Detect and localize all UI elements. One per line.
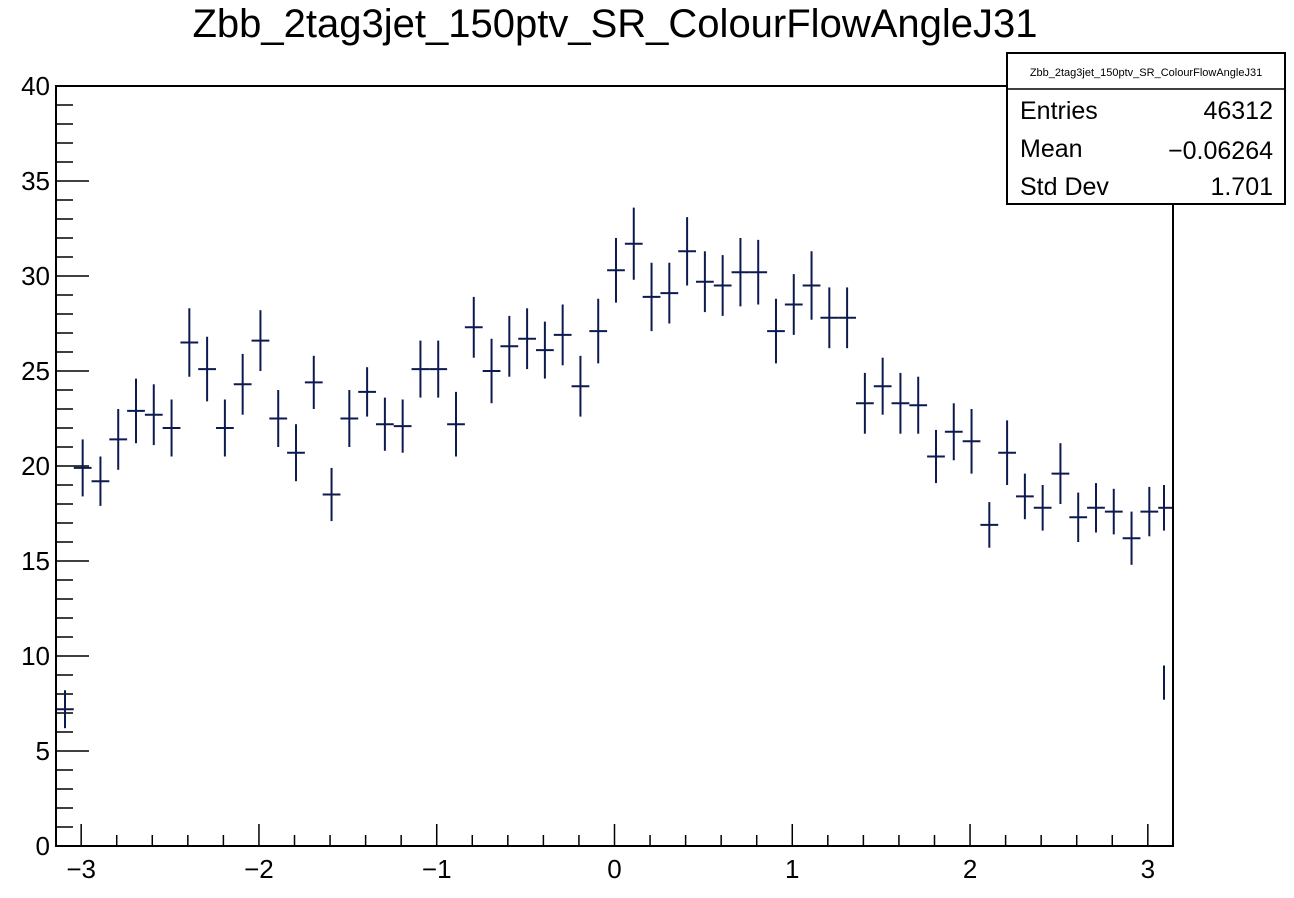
data-point bbox=[838, 287, 856, 349]
y-tick-label: 40 bbox=[21, 71, 50, 101]
data-point bbox=[695, 251, 714, 313]
data-point bbox=[1104, 488, 1123, 535]
x-tick-label: 0 bbox=[607, 854, 621, 884]
data-point bbox=[855, 372, 874, 434]
data-point bbox=[340, 390, 359, 447]
plot-frame bbox=[55, 85, 1174, 847]
stats-value-mean: −0.06264 bbox=[1168, 137, 1273, 165]
data-point bbox=[980, 502, 999, 548]
data-point bbox=[767, 298, 785, 364]
y-tick-label: 30 bbox=[21, 261, 50, 291]
data-point bbox=[215, 399, 234, 457]
data-point bbox=[198, 336, 216, 402]
stats-label-entries: Entries bbox=[1020, 97, 1098, 125]
data-point bbox=[1158, 485, 1173, 531]
data-point bbox=[962, 409, 981, 474]
x-tick-label: −1 bbox=[422, 854, 452, 884]
data-point bbox=[998, 420, 1016, 485]
y-tick-label: 5 bbox=[36, 736, 50, 766]
x-tick-label: −2 bbox=[244, 854, 274, 884]
data-point bbox=[73, 439, 92, 497]
data-point bbox=[1140, 486, 1159, 537]
stats-label-mean: Mean bbox=[1020, 135, 1083, 163]
data-point bbox=[162, 399, 181, 457]
y-tick-label: 35 bbox=[21, 166, 50, 196]
data-point bbox=[411, 340, 430, 398]
data-point bbox=[553, 304, 572, 366]
data-point bbox=[269, 390, 288, 447]
data-point bbox=[304, 355, 323, 409]
chart-title: Zbb_2tag3jet_150ptv_SR_ColourFlowAngleJ3… bbox=[193, 2, 1038, 46]
data-point bbox=[749, 239, 768, 305]
data-point bbox=[180, 308, 199, 377]
data-point bbox=[127, 378, 145, 444]
data-points bbox=[56, 207, 1173, 729]
data-point bbox=[624, 207, 643, 280]
data-point bbox=[571, 355, 590, 417]
data-point bbox=[56, 690, 74, 729]
data-point bbox=[891, 372, 910, 434]
tick-labels: 0 5 10 15 20 25 30 35 40 −3 −2 −1 0 1 2 3 bbox=[21, 71, 1155, 884]
y-tick-label: 15 bbox=[21, 546, 50, 576]
data-point bbox=[713, 255, 732, 316]
data-point bbox=[731, 238, 750, 307]
data-point bbox=[660, 262, 679, 324]
data-point bbox=[589, 298, 608, 364]
data-point bbox=[447, 391, 465, 457]
data-point bbox=[1033, 485, 1052, 531]
stats-label-std-dev: Std Dev bbox=[1020, 173, 1109, 201]
stats-value-entries: 46312 bbox=[1203, 97, 1273, 125]
data-point bbox=[944, 403, 963, 461]
y-tick-label: 10 bbox=[21, 641, 50, 671]
data-point bbox=[500, 315, 519, 377]
data-point bbox=[429, 340, 448, 398]
data-point bbox=[535, 321, 554, 379]
stats-value-std-dev: 1.701 bbox=[1210, 173, 1273, 201]
x-tick-label: 3 bbox=[1141, 854, 1155, 884]
data-point bbox=[1069, 492, 1088, 542]
data-point bbox=[784, 274, 803, 335]
data-point bbox=[909, 376, 928, 434]
data-point bbox=[518, 308, 536, 370]
data-point bbox=[464, 296, 483, 358]
data-point bbox=[1015, 473, 1034, 520]
y-tick-label: 0 bbox=[36, 831, 50, 861]
x-tick-label: 2 bbox=[963, 854, 977, 884]
data-point bbox=[802, 251, 821, 320]
data-point bbox=[927, 429, 945, 484]
data-point bbox=[873, 357, 892, 415]
data-point bbox=[1122, 511, 1141, 565]
data-point bbox=[287, 424, 305, 482]
data-point bbox=[482, 338, 501, 404]
data-point bbox=[678, 217, 696, 286]
data-point bbox=[375, 397, 394, 451]
data-point bbox=[251, 310, 270, 371]
stats-box: Zbb_2tag3jet_150ptv_SR_ColourFlowAngleJ3… bbox=[1006, 52, 1286, 205]
data-point bbox=[109, 409, 128, 470]
data-point bbox=[91, 456, 110, 506]
stats-box-frame bbox=[1006, 52, 1286, 205]
data-point bbox=[144, 384, 163, 446]
data-point bbox=[322, 467, 341, 522]
data-point bbox=[358, 367, 376, 417]
y-tick-label: 20 bbox=[21, 451, 50, 481]
stats-title: Zbb_2tag3jet_150ptv_SR_ColourFlowAngleJ3… bbox=[1030, 67, 1262, 79]
data-point bbox=[233, 353, 252, 415]
data-point bbox=[1087, 483, 1105, 533]
data-point bbox=[393, 399, 412, 453]
y-tick-label: 25 bbox=[21, 356, 50, 386]
data-point bbox=[1163, 665, 1165, 700]
data-point bbox=[642, 262, 661, 332]
x-tick-label: 1 bbox=[785, 854, 799, 884]
x-tick-label: −3 bbox=[66, 854, 96, 884]
axis-ticks bbox=[56, 85, 1149, 847]
data-point bbox=[1051, 443, 1070, 504]
data-point bbox=[607, 238, 625, 303]
data-point bbox=[820, 287, 839, 349]
